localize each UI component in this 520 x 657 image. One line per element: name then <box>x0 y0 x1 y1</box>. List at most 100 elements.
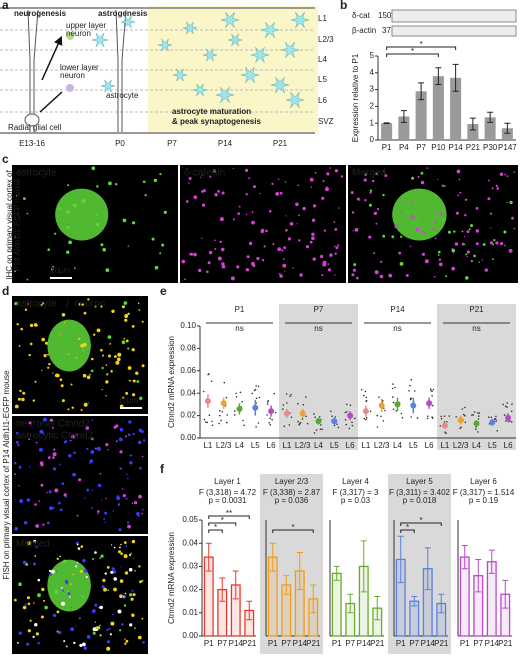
signal <box>475 207 479 210</box>
signal <box>29 619 32 622</box>
signal <box>131 589 134 592</box>
signal <box>90 450 95 454</box>
signal <box>420 171 424 175</box>
x-tick-label: P21 <box>242 639 257 648</box>
signal <box>296 223 298 225</box>
jitter <box>235 396 238 398</box>
error-bar <box>435 67 442 86</box>
signal <box>438 250 441 254</box>
signal <box>100 243 104 247</box>
signal <box>99 557 101 559</box>
signal <box>337 244 340 247</box>
signal <box>105 380 109 384</box>
jitter <box>269 423 272 426</box>
signal <box>138 635 142 640</box>
signal <box>105 497 107 500</box>
jitter <box>459 427 461 430</box>
signal <box>232 218 235 221</box>
ns-label: ns <box>235 324 243 333</box>
signal <box>466 250 470 254</box>
ns-label: ns <box>472 324 480 333</box>
signal <box>201 237 203 239</box>
signal <box>94 447 97 450</box>
sig-bracket <box>386 53 439 57</box>
signal <box>86 635 91 639</box>
signal <box>141 512 143 515</box>
y-tick-label: 2 <box>370 102 375 111</box>
signal <box>409 245 412 247</box>
jitter <box>475 428 477 431</box>
signal <box>438 262 443 267</box>
blot-label: δ-cat <box>352 11 371 20</box>
signal <box>61 482 65 485</box>
jitter <box>320 424 322 426</box>
jitter <box>266 401 269 403</box>
signal <box>116 496 121 501</box>
signal <box>107 335 112 339</box>
signal <box>108 354 111 358</box>
signal <box>111 309 115 313</box>
signal <box>128 567 133 572</box>
signal <box>154 265 159 270</box>
layer: SVZ <box>318 117 334 126</box>
error-bar <box>296 551 303 591</box>
signal <box>302 206 306 211</box>
signal <box>305 245 309 249</box>
signal <box>297 184 300 187</box>
signal <box>119 594 123 599</box>
signal <box>96 328 101 333</box>
signal <box>54 373 59 378</box>
signal <box>70 583 72 585</box>
bar <box>450 77 462 140</box>
signal <box>426 167 429 169</box>
x-tick-label: P14 <box>449 143 464 152</box>
signal <box>323 229 326 232</box>
signal <box>79 643 83 648</box>
signal <box>131 613 135 617</box>
jitter <box>380 415 382 418</box>
signal <box>33 539 37 543</box>
signal <box>125 435 127 438</box>
x-tick-label: P14 <box>293 639 308 648</box>
jitter <box>455 416 458 418</box>
signal <box>329 253 333 257</box>
signal <box>320 254 324 259</box>
signal <box>364 199 367 202</box>
jitter <box>218 422 220 425</box>
blot-marker: 150 <box>378 11 392 20</box>
jitter <box>413 390 416 392</box>
signal <box>465 253 468 256</box>
y-tick-label: 0 <box>370 135 375 144</box>
label: upper layer <box>66 21 106 30</box>
mean-dot <box>489 419 496 426</box>
jitter <box>297 402 299 405</box>
signal <box>214 193 218 197</box>
panel-shade <box>388 474 451 654</box>
jitter <box>363 394 365 397</box>
error-bar <box>232 570 239 600</box>
signal <box>277 247 282 252</box>
signal <box>353 263 357 267</box>
signal <box>219 217 224 222</box>
signal <box>451 248 454 250</box>
jitter <box>274 411 277 414</box>
jitter <box>253 389 256 392</box>
jitter <box>290 393 292 396</box>
jitter <box>506 402 509 404</box>
jitter <box>305 396 307 398</box>
signal <box>482 243 486 246</box>
x-tick-label: P21 <box>466 143 481 152</box>
jitter <box>226 421 228 424</box>
signal <box>96 185 99 188</box>
bar <box>484 117 496 140</box>
signal <box>161 243 165 247</box>
signal <box>113 546 116 549</box>
signal <box>32 399 35 402</box>
y-axis-label: Ctnnd2 mRNA expression <box>167 336 176 428</box>
signal <box>18 345 21 347</box>
signal <box>309 177 314 182</box>
signal <box>63 340 65 342</box>
signal <box>113 577 117 581</box>
signal <box>19 499 24 504</box>
signal <box>67 184 70 187</box>
